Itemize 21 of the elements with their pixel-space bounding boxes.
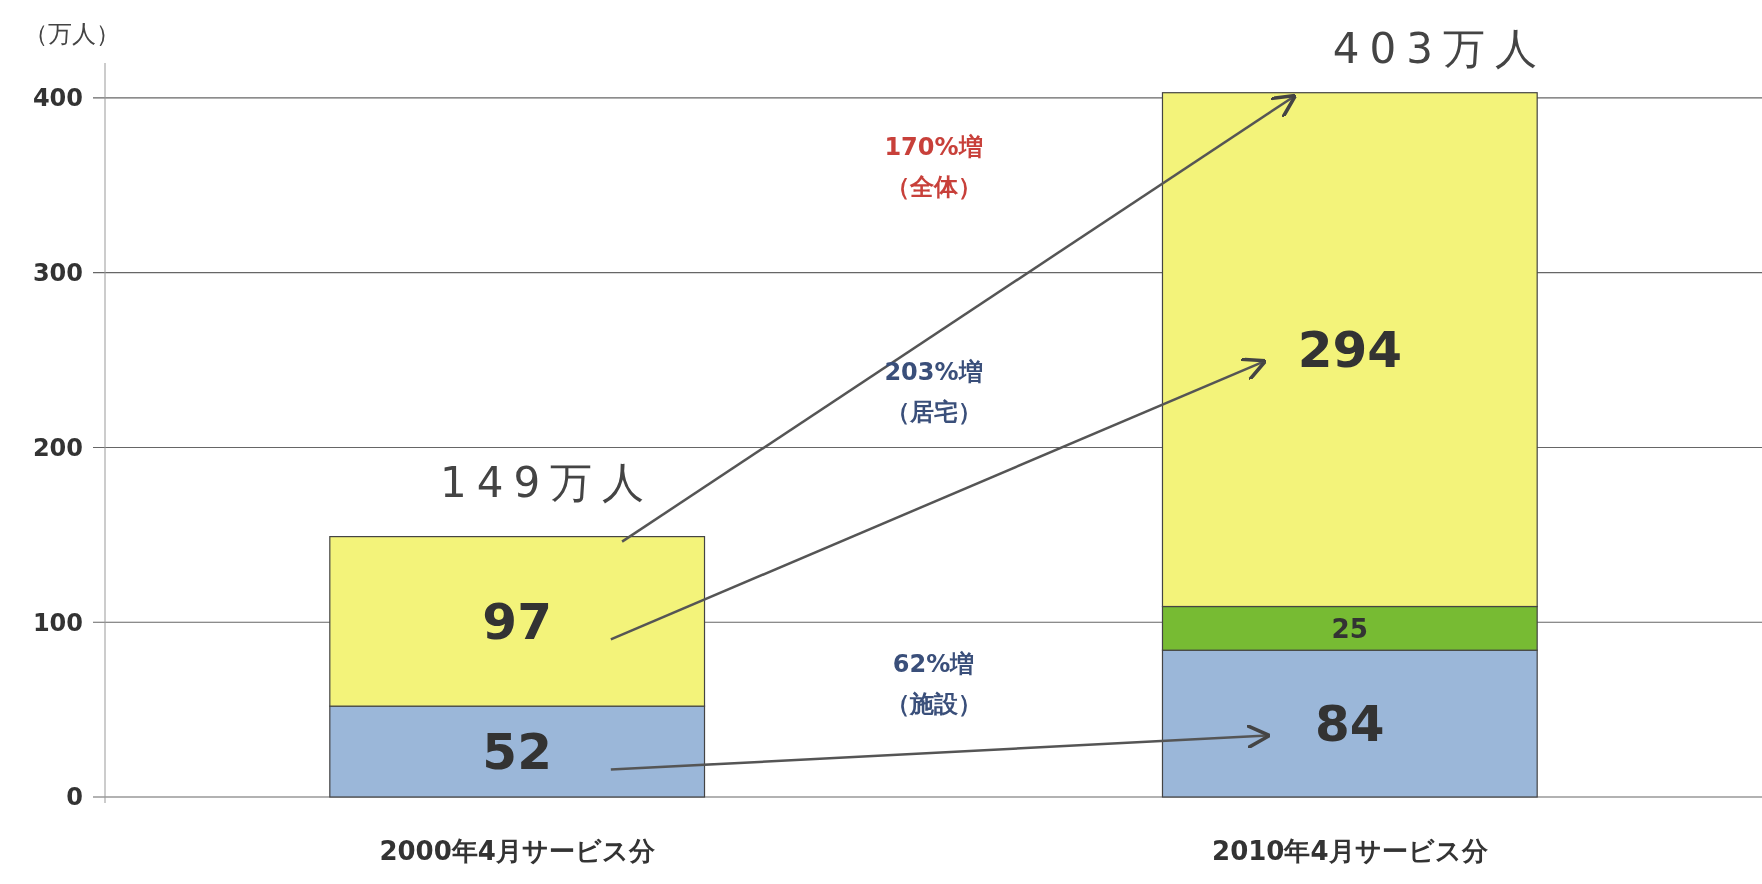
y-tick-label: 200 <box>32 433 83 462</box>
x-tick-label: 2000年4月サービス分 <box>379 836 656 866</box>
annotation: 403万人 <box>1332 23 1547 73</box>
y-tick-label: 100 <box>32 608 83 637</box>
annotation: 203%増 <box>884 358 983 386</box>
annotation: （全体） <box>885 173 982 201</box>
data-label: 97 <box>482 592 552 651</box>
y-tick-label: 0 <box>66 783 83 812</box>
annotation: 170%増 <box>884 133 983 161</box>
annotation: （居宅） <box>885 398 982 426</box>
annotation: （施設） <box>885 690 982 718</box>
data-label: 52 <box>482 723 552 782</box>
y-axis-title: （万人） <box>24 20 120 48</box>
data-label: 25 <box>1331 613 1369 644</box>
x-tick-label: 2010年4月サービス分 <box>1212 836 1489 866</box>
annotation: 149万人 <box>440 457 655 507</box>
data-label: 294 <box>1297 321 1403 380</box>
annotation: 62%増 <box>892 650 975 678</box>
data-label: 84 <box>1315 695 1385 754</box>
y-tick-label: 400 <box>32 84 83 113</box>
y-tick-label: 300 <box>32 259 83 288</box>
